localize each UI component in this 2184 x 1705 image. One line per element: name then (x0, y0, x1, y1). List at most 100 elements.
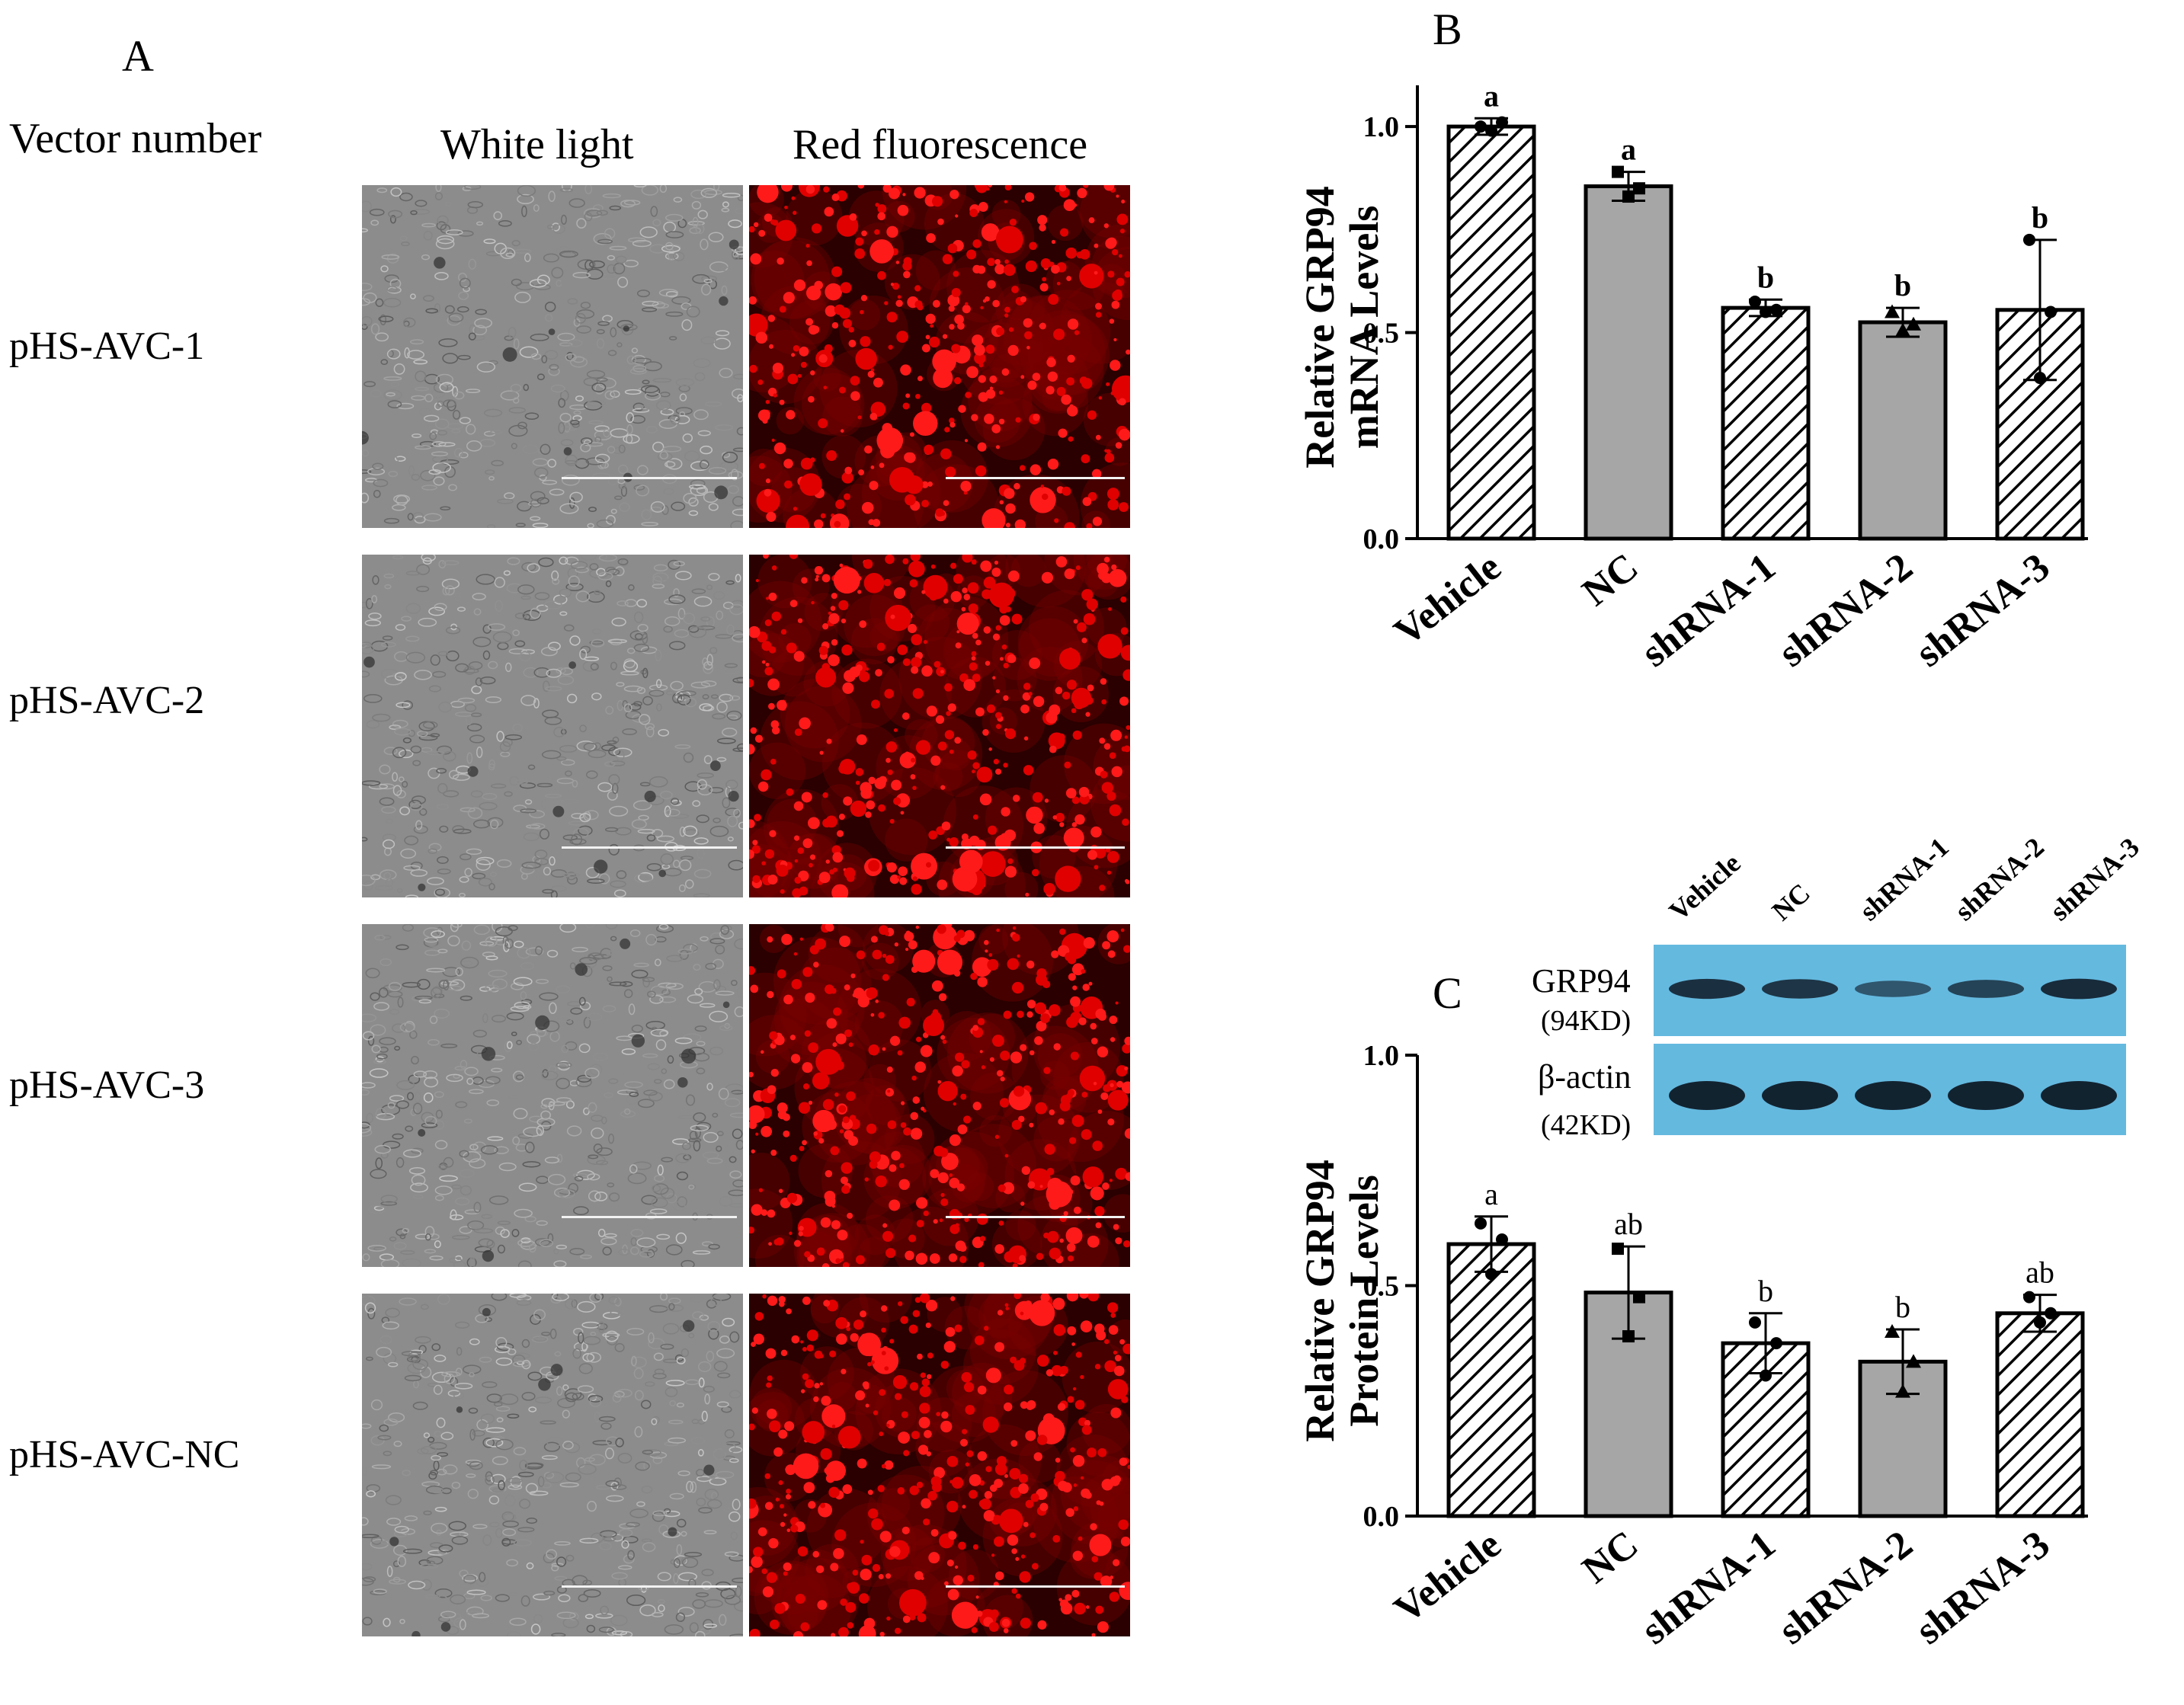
wb-lane-shrna-2: shRNA-2 (1949, 831, 2050, 927)
wb-band (1762, 979, 1838, 999)
data-point (1906, 1354, 1921, 1368)
y-tick-label: 0.5 (1363, 318, 1400, 350)
wb-lane-shrna-1: shRNA-1 (1853, 831, 1955, 927)
y-axis-label: mRNA Levels (1341, 206, 1387, 449)
data-point (1895, 1384, 1910, 1398)
data-point (1622, 190, 1635, 203)
wb-band (1669, 1081, 1745, 1110)
data-point (1633, 182, 1645, 195)
bar (1995, 1311, 2085, 1518)
data-point (1760, 305, 1772, 318)
data-point (2034, 372, 2046, 385)
wb-label-grp94: GRP94 (1532, 962, 1631, 1000)
y-tick-label: 1.0 (1363, 1040, 1400, 1072)
data-point (1633, 1291, 1645, 1304)
wb-lane-vehicle: Vehicle (1663, 847, 1747, 927)
y-tick-label: 0.0 (1363, 523, 1400, 555)
category-label: NC (1574, 545, 1646, 615)
data-point (1906, 316, 1921, 331)
panel-c-letter: C (1433, 968, 1462, 1018)
micrograph-white-light (362, 555, 743, 897)
micrograph-red-fluorescence (749, 924, 1130, 1267)
data-point (1485, 1268, 1497, 1281)
panel-b-letter: B (1433, 5, 1462, 54)
data-point (1496, 116, 1508, 129)
category-label: shRNA-1 (1634, 545, 1784, 676)
significance-letter: b (1757, 260, 1774, 294)
bar (1858, 320, 1948, 541)
data-point (1475, 1217, 1487, 1230)
scale-bar (946, 477, 1125, 479)
data-point (1760, 1369, 1772, 1382)
significance-letter: b (1894, 268, 1911, 302)
data-point (1770, 1337, 1782, 1350)
category-label: Vehicle (1386, 545, 1509, 654)
col-header-white-light: White light (440, 121, 634, 168)
data-point (1475, 120, 1487, 133)
scale-bar (946, 846, 1125, 849)
micrograph-red-fluorescence (749, 555, 1130, 897)
data-point (1612, 165, 1624, 178)
category-label: shRNA-3 (1908, 545, 2058, 676)
wb-lane-shrna-3: shRNA-3 (2044, 831, 2145, 927)
row-label-avc-2: pHS-AVC-2 (9, 679, 205, 722)
wb-lane-nc: NC (1766, 877, 1816, 927)
data-point (1496, 1233, 1508, 1246)
scale-bar (946, 1585, 1125, 1588)
row-label-avc-1: pHS-AVC-1 (9, 325, 205, 368)
significance-letter: a (1621, 133, 1636, 167)
y-axis-label: Relative GRP94 (1297, 1160, 1343, 1441)
significance-letter: a (1484, 1177, 1498, 1211)
y-tick-label: 0.5 (1363, 1271, 1400, 1303)
micrograph-white-light (362, 924, 743, 1267)
row-label-avc-nc: pHS-AVC-NC (9, 1433, 240, 1476)
data-point (2045, 305, 2057, 318)
bar (1721, 305, 1811, 541)
wb-band (1948, 1081, 2024, 1110)
row-label-avc-3: pHS-AVC-3 (9, 1064, 205, 1107)
y-tick-label: 0.0 (1363, 1501, 1400, 1533)
significance-letter: b (2032, 200, 2048, 235)
scale-bar (562, 846, 737, 849)
category-label: shRNA-1 (1634, 1523, 1784, 1653)
col-header-red-fluorescence: Red fluorescence (793, 121, 1088, 168)
micrograph-red-fluorescence (749, 185, 1130, 528)
data-point (2045, 1307, 2057, 1320)
bar (1995, 308, 2085, 541)
wb-band (1855, 980, 1931, 997)
panel-a-letter: A (122, 31, 154, 81)
data-point (1895, 322, 1910, 337)
micrograph-white-light (362, 1294, 743, 1636)
wb-band (2041, 1081, 2117, 1110)
data-point (1885, 1324, 1900, 1338)
data-point (2034, 1316, 2046, 1329)
data-point (2023, 1291, 2035, 1304)
category-label: Vehicle (1386, 1523, 1509, 1632)
data-point (1485, 124, 1497, 137)
micrograph-white-light (362, 185, 743, 528)
data-point (2023, 233, 2035, 246)
wb-band (1669, 978, 1745, 1000)
bar (1446, 1242, 1536, 1518)
data-point (1770, 303, 1782, 316)
scale-bar (562, 477, 737, 479)
category-label: shRNA-2 (1771, 1523, 1921, 1653)
scale-bar (946, 1216, 1125, 1218)
data-point (1612, 1243, 1624, 1256)
y-tick-label: 1.0 (1363, 111, 1400, 143)
y-axis-label: Relative GRP94 (1297, 186, 1343, 468)
wb-band (1855, 1081, 1931, 1110)
wb-membrane (1654, 945, 2126, 1135)
data-point (1749, 295, 1761, 308)
category-label: shRNA-3 (1908, 1523, 2058, 1653)
scale-bar (562, 1585, 737, 1588)
data-point (1622, 1330, 1635, 1343)
category-label: NC (1574, 1523, 1646, 1592)
data-point (1749, 1316, 1761, 1329)
wb-band (1948, 980, 2024, 998)
significance-letter: b (1758, 1274, 1773, 1308)
bar (1584, 184, 1673, 541)
scale-bar (562, 1216, 737, 1218)
